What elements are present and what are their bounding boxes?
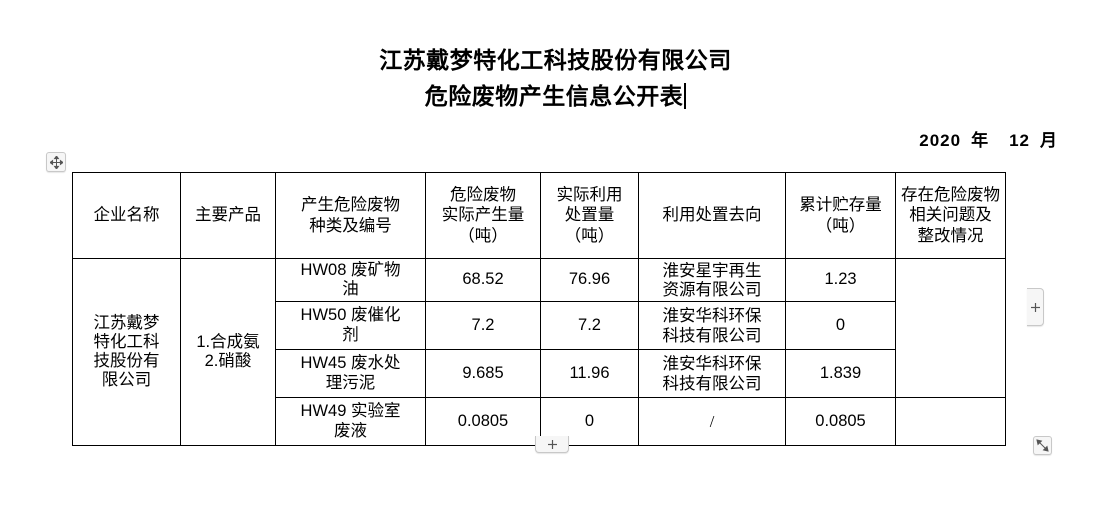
text-cursor-caret bbox=[684, 83, 687, 109]
waste-type-line: 废液 bbox=[334, 421, 367, 440]
document-date-line: 2020 年 12 月 bbox=[0, 126, 1058, 151]
waste-type-line: HW08 废矿物 bbox=[300, 260, 401, 279]
cell-stored-amount[interactable]: 1.839 bbox=[785, 349, 896, 398]
header-cell-accumulated-stored[interactable]: 累计贮存量 （吨） bbox=[785, 172, 896, 259]
cell-company-name[interactable]: 江苏戴梦 特化工科 技股份有 限公司 bbox=[72, 258, 181, 446]
cell-disposed-amount[interactable]: 11.96 bbox=[540, 349, 639, 398]
destination-line: 科技有限公司 bbox=[662, 325, 762, 345]
header-line: 累计贮存量 bbox=[799, 196, 882, 215]
cell-disposal-destination[interactable]: 淮安星宇再生 资源有限公司 bbox=[638, 258, 786, 302]
header-line: 产生危险废物 bbox=[301, 196, 400, 215]
hazardous-waste-table[interactable]: 企业名称 主要产品 产生危险废物 种类及编号 危险废物 实际产生量 （吨） 实际… bbox=[72, 172, 1006, 446]
company-name-line: 特化工科 bbox=[93, 332, 160, 351]
diagonal-resize-arrows-icon bbox=[1036, 439, 1049, 452]
header-cell-waste-type-code[interactable]: 产生危险废物 种类及编号 bbox=[275, 172, 426, 259]
cell-stored-amount[interactable]: 1.23 bbox=[785, 258, 896, 302]
waste-type-line: HW50 废催化 bbox=[300, 306, 401, 325]
header-line: 整改情况 bbox=[917, 226, 984, 245]
date-year-unit: 年 bbox=[971, 131, 990, 150]
header-cell-disposal-destination[interactable]: 利用处置去向 bbox=[638, 172, 786, 259]
table-row: HW50 废催化 剂 7.2 7.2 淮安华科环保 科技有限公司 0 bbox=[73, 301, 1006, 350]
plus-icon bbox=[1030, 302, 1040, 312]
destination-line: 淮安华科环保 bbox=[662, 354, 762, 374]
date-year-value: 2020 bbox=[919, 131, 962, 150]
add-row-button[interactable] bbox=[535, 436, 569, 453]
header-line: 主要产品 bbox=[195, 206, 261, 225]
document-title-block: 江苏戴梦特化工科技股份有限公司 危险废物产生信息公开表 bbox=[0, 42, 1111, 114]
header-line: 实际产生量 bbox=[441, 206, 525, 225]
header-cell-main-products[interactable]: 主要产品 bbox=[180, 172, 276, 259]
table-resize-handle[interactable] bbox=[1033, 436, 1052, 455]
cell-main-products[interactable]: 1.合成氨 2.硝酸 bbox=[180, 258, 276, 446]
cell-disposal-destination[interactable]: / bbox=[638, 397, 786, 446]
header-cell-actual-generated[interactable]: 危险废物 实际产生量 （吨） bbox=[425, 172, 541, 259]
document-title-line-2-wrapper: 危险废物产生信息公开表 bbox=[0, 78, 1111, 114]
company-name-line: 江苏戴梦 bbox=[93, 313, 160, 332]
add-column-button[interactable] bbox=[1027, 288, 1044, 326]
cell-disposed-amount[interactable]: 76.96 bbox=[540, 258, 639, 302]
waste-type-line: 油 bbox=[342, 280, 359, 298]
header-cell-existing-issues[interactable]: 存在危险废物 相关问题及 整改情况 bbox=[895, 172, 1006, 259]
plus-icon bbox=[547, 439, 557, 449]
cell-generated-amount[interactable]: 7.2 bbox=[425, 301, 541, 350]
document-title-line-1: 江苏戴梦特化工科技股份有限公司 bbox=[379, 47, 732, 73]
move-cross-arrows-icon bbox=[49, 155, 63, 169]
table-header-row: 企业名称 主要产品 产生危险废物 种类及编号 危险废物 实际产生量 （吨） 实际… bbox=[72, 172, 1006, 259]
header-line: （吨） bbox=[458, 226, 508, 245]
destination-line: 淮安星宇再生 bbox=[662, 260, 762, 280]
header-line: （吨） bbox=[815, 216, 866, 235]
table-row: HW49 实验室 废液 0.0805 0 / 0.0805 bbox=[73, 397, 1006, 446]
product-line: 1.合成氨 bbox=[196, 332, 260, 351]
product-line: 2.硝酸 bbox=[204, 352, 252, 370]
table-row: 江苏戴梦 特化工科 技股份有 限公司 1.合成氨 2.硝酸 HW08 废矿物 油… bbox=[72, 258, 1006, 446]
cell-stored-amount[interactable]: 0.0805 bbox=[785, 397, 896, 446]
header-line: 存在危险废物 bbox=[901, 186, 1000, 205]
header-line: 利用处置去向 bbox=[662, 206, 762, 225]
header-line: 种类及编号 bbox=[309, 216, 392, 235]
company-name-line: 限公司 bbox=[101, 371, 152, 390]
header-line: 相关问题及 bbox=[909, 206, 992, 225]
cell-stored-amount[interactable]: 0 bbox=[785, 301, 896, 350]
header-cell-company-name[interactable]: 企业名称 bbox=[72, 172, 181, 259]
cell-generated-amount[interactable]: 0.0805 bbox=[425, 397, 541, 446]
cell-waste-type[interactable]: HW49 实验室 废液 bbox=[275, 397, 426, 446]
date-month-unit: 月 bbox=[1040, 131, 1058, 150]
waste-type-line: 剂 bbox=[342, 325, 359, 344]
table-move-handle[interactable] bbox=[46, 152, 66, 172]
waste-type-line: 理污泥 bbox=[325, 373, 376, 392]
cell-disposal-destination[interactable]: 淮安华科环保 科技有限公司 bbox=[638, 349, 786, 398]
cell-existing-issues[interactable] bbox=[895, 397, 1006, 446]
cell-disposed-amount[interactable]: 7.2 bbox=[540, 301, 639, 350]
cell-waste-type[interactable]: HW45 废水处 理污泥 bbox=[275, 349, 426, 398]
destination-line: 科技有限公司 bbox=[662, 373, 762, 393]
destination-line: 资源有限公司 bbox=[662, 280, 762, 299]
waste-type-line: HW49 实验室 bbox=[300, 402, 401, 421]
header-line: 企业名称 bbox=[93, 206, 160, 225]
date-month-value: 12 bbox=[1009, 131, 1030, 150]
header-line: 实际利用 bbox=[556, 186, 623, 205]
cell-waste-type[interactable]: HW50 废催化 剂 bbox=[275, 301, 426, 350]
destination-line: / bbox=[709, 411, 715, 431]
cell-existing-issues-merged[interactable] bbox=[895, 258, 1006, 398]
cell-generated-amount[interactable]: 68.52 bbox=[425, 258, 541, 302]
header-line: （吨） bbox=[564, 226, 615, 245]
cell-waste-type[interactable]: HW08 废矿物 油 bbox=[275, 258, 426, 302]
header-line: 处置量 bbox=[564, 206, 615, 225]
cell-generated-amount[interactable]: 9.685 bbox=[425, 349, 541, 398]
header-line: 危险废物 bbox=[450, 186, 516, 205]
header-cell-actual-disposed[interactable]: 实际利用 处置量 （吨） bbox=[540, 172, 639, 259]
document-title-line-2: 危险废物产生信息公开表 bbox=[424, 83, 684, 109]
cell-disposal-destination[interactable]: 淮安华科环保 科技有限公司 bbox=[638, 301, 786, 350]
company-name-line: 技股份有 bbox=[93, 352, 160, 370]
destination-line: 淮安华科环保 bbox=[662, 306, 762, 326]
waste-type-line: HW45 废水处 bbox=[300, 354, 401, 373]
